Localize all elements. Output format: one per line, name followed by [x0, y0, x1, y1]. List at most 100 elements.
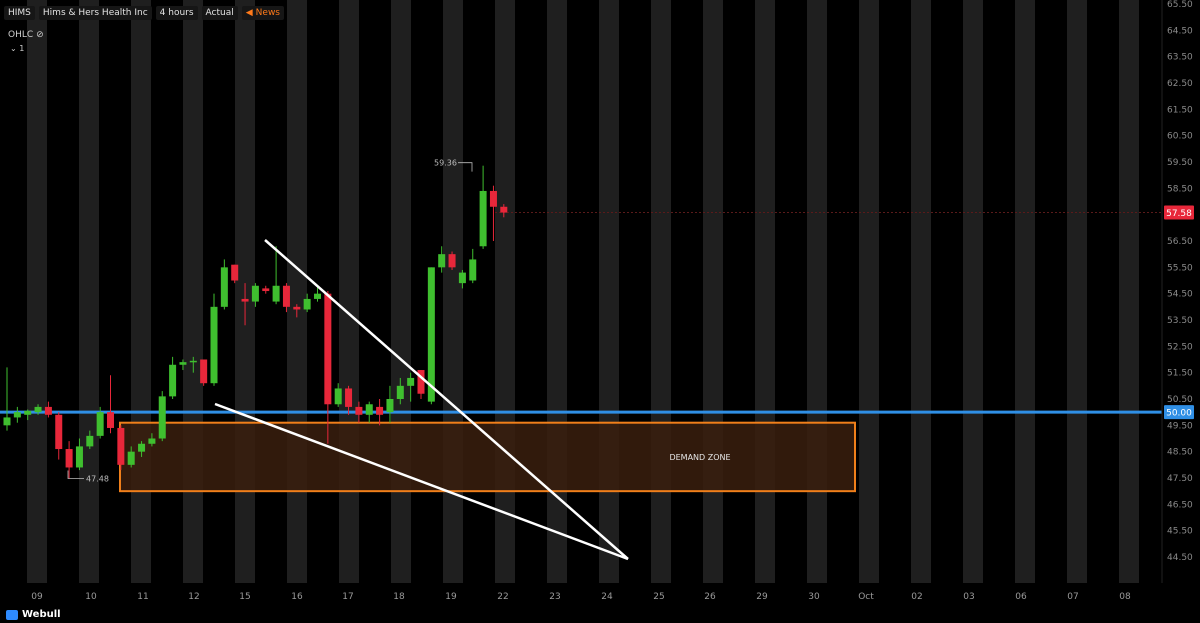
- y-tick-label: 55.50: [1167, 263, 1193, 273]
- demand-zone-label: DEMAND ZONE: [669, 453, 730, 462]
- candle-body: [24, 410, 32, 415]
- candle-body: [34, 406, 42, 413]
- candle: [500, 204, 508, 218]
- candle: [479, 165, 487, 249]
- candle: [448, 251, 456, 270]
- y-tick-label: 48.50: [1167, 448, 1193, 458]
- session-band: [1067, 0, 1087, 583]
- candle-body: [138, 443, 146, 452]
- session-band: [859, 0, 879, 583]
- candle: [469, 248, 477, 284]
- y-tick-label: 59.50: [1167, 158, 1193, 168]
- y-tick-label: 62.50: [1167, 79, 1193, 89]
- candle: [210, 293, 218, 386]
- symbol-label[interactable]: HIMS: [4, 6, 35, 20]
- candle: [272, 246, 280, 305]
- session-band: [339, 0, 359, 583]
- indicator-ohlc[interactable]: OHLC ⊘: [8, 30, 44, 40]
- candle-body: [13, 412, 21, 418]
- x-tick-label: 26: [704, 592, 716, 602]
- candle-body: [479, 190, 487, 247]
- y-tick-label: 58.50: [1167, 184, 1193, 194]
- candle: [148, 433, 156, 447]
- candle: [138, 441, 146, 457]
- x-tick-label: 15: [239, 592, 250, 602]
- candle: [376, 399, 384, 426]
- brand-name: Webull: [22, 609, 61, 620]
- candle: [355, 401, 363, 423]
- high-price-label: 59.36: [434, 159, 457, 168]
- axes: 65.50 64.50 63.50 62.50 61.50 60.50 59.50 58.50…: [31, 0, 1193, 602]
- x-tick-label: 16: [291, 592, 303, 602]
- indicator-collapse[interactable]: ⌄ 1: [10, 44, 24, 53]
- news-label: News: [255, 8, 280, 18]
- y-tick-label: 51.50: [1167, 369, 1193, 379]
- x-tick-label: 17: [342, 592, 353, 602]
- candle-body: [179, 362, 187, 365]
- candle: [179, 359, 187, 371]
- session-band: [703, 0, 723, 583]
- candle: [489, 185, 497, 241]
- candle: [303, 293, 311, 313]
- y-tick-label: 46.50: [1167, 500, 1193, 510]
- megaphone-icon: ◀: [245, 8, 253, 18]
- candle: [241, 283, 249, 326]
- x-tick-label: 23: [549, 592, 560, 602]
- news-button[interactable]: ◀ News: [241, 6, 284, 20]
- candle: [55, 412, 63, 460]
- candle: [158, 391, 166, 442]
- demand-zone: [119, 421, 856, 493]
- candle-body: [314, 293, 321, 299]
- candle-body: [189, 360, 197, 363]
- y-tick-label: 44.50: [1167, 553, 1193, 563]
- chevron-down-icon: ⌄: [10, 44, 17, 53]
- horizontal-line-label: 50.00: [1166, 409, 1192, 419]
- y-tick-label: 64.50: [1167, 26, 1193, 36]
- candle: [127, 446, 135, 468]
- webull-logo-icon: [6, 609, 18, 620]
- demand-zone-layer: DEMAND ZONE: [119, 421, 856, 493]
- y-tick-label: 61.50: [1167, 105, 1193, 115]
- eye-off-icon[interactable]: ⊘: [36, 30, 44, 40]
- indicator-count: 1: [19, 44, 25, 53]
- candle: [13, 406, 21, 423]
- session-band: [755, 0, 775, 583]
- candle: [314, 285, 321, 302]
- candle-body: [438, 254, 446, 268]
- session-band: [651, 0, 671, 583]
- session-band: [911, 0, 931, 583]
- y-tick-label: 47.50: [1167, 474, 1193, 484]
- candle: [293, 304, 301, 318]
- low-price-label: 47.48: [86, 475, 109, 484]
- price-mode-selector[interactable]: Actual: [201, 6, 238, 20]
- candle-body: [200, 359, 208, 384]
- candle-body: [262, 288, 270, 292]
- y-tick-label: 49.50: [1167, 421, 1193, 431]
- candle: [3, 367, 11, 431]
- high-marker-line: [458, 162, 473, 172]
- candle: [96, 406, 104, 439]
- x-tick-label: 06: [1015, 592, 1027, 602]
- x-tick-label: 29: [756, 592, 768, 602]
- candle: [407, 372, 415, 402]
- current-price-label: 57.58: [1166, 209, 1192, 219]
- candle-body: [272, 285, 280, 302]
- candle: [169, 356, 177, 399]
- x-tick-label: 18: [393, 592, 405, 602]
- candle-body: [86, 435, 94, 447]
- x-tick-label: 12: [188, 592, 199, 602]
- candle: [44, 401, 52, 418]
- candle-body: [282, 285, 290, 307]
- candle-body: [220, 267, 228, 307]
- candle-body: [458, 272, 466, 284]
- candle-body: [251, 285, 259, 302]
- candle-body: [96, 412, 104, 436]
- candle: [324, 291, 332, 444]
- x-tick-label: 11: [137, 592, 148, 602]
- interval-selector[interactable]: 4 hours: [155, 6, 198, 20]
- session-band: [599, 0, 619, 583]
- candle: [427, 267, 435, 405]
- current-price-badge: [1164, 205, 1194, 220]
- candle-body: [3, 417, 11, 426]
